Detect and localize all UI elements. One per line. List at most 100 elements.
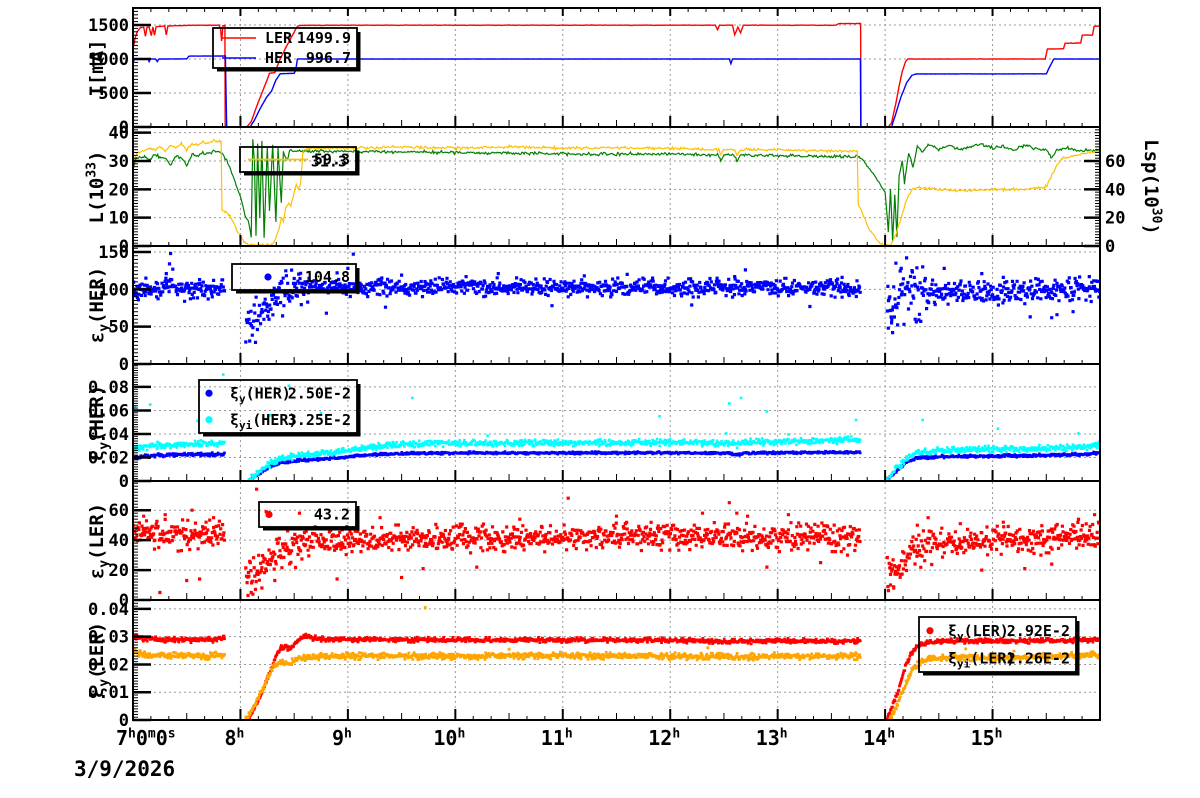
- legend-label: LER: [265, 29, 293, 47]
- gridlines: [134, 128, 1099, 245]
- x-tick-label: 12h: [648, 726, 681, 750]
- y-tick-label: 150: [98, 243, 129, 263]
- y-tick-label-right: 0: [1105, 237, 1115, 257]
- y-tick-label: 0.02: [88, 655, 129, 675]
- panel-emittance-her: 0 50 100 150 104.8: [98, 243, 1101, 375]
- legend-value: 996.7: [306, 49, 351, 67]
- y-tick-labels: 0 500 1000 1500: [88, 16, 129, 138]
- x-tick-label: 9h: [331, 726, 352, 750]
- x-ticks: [132, 470, 1101, 481]
- y-tick-label: 0.08: [88, 378, 129, 398]
- legend-value: 2.92E-2: [1007, 622, 1070, 640]
- legend-shadow: [236, 268, 360, 294]
- y-tick-label: 500: [98, 84, 129, 104]
- y-tick-label: 100: [98, 280, 129, 300]
- panel-beambeam-her: 0 0.02 0.04 0.06 0.08 ξy(HER)2.50E-2ξyi(HER)3…: [88, 363, 1101, 492]
- legend-box: [239, 146, 357, 173]
- y-tick-label: 0.04: [88, 425, 129, 445]
- legend-beambeam-her: ξy(HER)2.50E-2 ξyi(HER)3.25E-2: [198, 379, 361, 437]
- y-ticks: [133, 600, 151, 722]
- y-ticks: [133, 365, 151, 483]
- y-tick-labels: 0 50 100 150: [98, 243, 129, 375]
- y-tick-label: 0.01: [88, 683, 129, 703]
- y-tick-labels: 0 0.02 0.04 0.06 0.08: [88, 378, 129, 492]
- y-tick-label: 30: [109, 152, 129, 172]
- x-tick-label: 14h: [863, 726, 896, 750]
- series-ey-ler: [134, 487, 1099, 598]
- y-tick-label: 50: [109, 318, 129, 338]
- series-layer: [134, 22, 1099, 126]
- legend-value: 2.26E-2: [1007, 649, 1070, 667]
- legend-emittance-her: 104.8: [231, 263, 360, 294]
- y-tick-label: 20: [109, 180, 129, 200]
- legend-beambeam-ler: ξy(LER)2.92E-2 ξyi(LER)2.26E-2: [918, 616, 1080, 676]
- y-ticks-right: [1084, 126, 1100, 248]
- x-tick-label: 11h: [540, 726, 573, 750]
- legend-marker: [926, 654, 934, 662]
- y-axis-title-emittance-ler: εy(LER): [86, 502, 112, 579]
- y-axis-title-beambeam-her: ξy(HER): [86, 384, 112, 461]
- gridlines: [134, 9, 1099, 126]
- y-tick-label: 1500: [88, 16, 129, 36]
- x-ticks: [132, 709, 1101, 720]
- legend-value: 43.2: [314, 506, 350, 524]
- y-tick-label: 0: [119, 118, 129, 138]
- y-tick-label: 60: [109, 501, 129, 521]
- legend-label: ξyi(HER): [230, 411, 297, 432]
- series-Lsp: [134, 139, 1099, 245]
- y-tick-label: 0: [119, 472, 129, 492]
- legend-value: 1499.9: [297, 29, 351, 47]
- x-tick-label: 15h: [970, 726, 1003, 750]
- y-tick-labels: 0 10 20 30 40: [109, 124, 129, 257]
- legend-value: 104.8: [305, 268, 350, 286]
- series-layer: [134, 373, 1099, 480]
- legend-box: [212, 27, 358, 69]
- y-tick-labels: 0 0.01 0.02 0.03 0.04: [88, 600, 129, 731]
- legend-marker: [205, 389, 213, 397]
- legend-luminosity: 31.359.3: [239, 146, 360, 176]
- legend-emittance-ler: 43.2: [258, 501, 360, 531]
- legend-box: [231, 263, 357, 291]
- y-axis-title-beam-current: I[mA]: [86, 38, 108, 97]
- legend-shadow: [217, 32, 361, 72]
- y-ticks: [133, 7, 151, 129]
- y-tick-label-right: 20: [1105, 209, 1125, 229]
- x-tick-label: 10h: [433, 726, 466, 750]
- series-L: [134, 139, 1099, 242]
- x-ticks: [132, 353, 1101, 364]
- x-tick-label: 7h0m0s: [116, 726, 176, 750]
- legend-marker: [265, 510, 273, 519]
- y-ticks: [133, 482, 151, 602]
- series-ey-her: [134, 251, 1099, 344]
- y-tick-label: 10: [109, 209, 129, 229]
- y-axis-title-emittance-her: εy(HER): [86, 266, 112, 344]
- series-layer: [134, 251, 1099, 344]
- legend-marker: [264, 273, 272, 281]
- legend-shadow: [263, 506, 360, 531]
- x-tick-label: 13h: [755, 726, 788, 750]
- legend-marker: [205, 416, 213, 424]
- y-axis-title-right-luminosity: Lsp(1030): [1140, 138, 1164, 235]
- legend-shadow: [203, 384, 361, 437]
- legend-value: 3.25E-2: [288, 411, 351, 429]
- legend-label: ξyi(LER): [948, 649, 1015, 670]
- series-layer: [134, 139, 1099, 245]
- y-tick-label: 40: [109, 124, 129, 144]
- legend-value: 59.3: [314, 151, 350, 169]
- y-tick-label: 0: [119, 237, 129, 257]
- y-tick-label-right: 60: [1105, 152, 1125, 172]
- y-tick-labels: 0 20 40 60: [109, 501, 129, 611]
- x-tick-label: 8h: [224, 726, 245, 750]
- legend-shadow: [244, 151, 360, 176]
- y-tick-label: 0.06: [88, 401, 129, 421]
- y-tick-label: 0: [119, 591, 129, 611]
- y-tick-label: 1000: [88, 50, 129, 70]
- y-axis-title-beambeam-ler: ξy(LER): [86, 621, 112, 699]
- legend-label: ξy(LER): [948, 622, 1009, 643]
- y-tick-label: 0.04: [88, 600, 129, 620]
- y-tick-label: 0.02: [88, 448, 129, 468]
- panel-frame: [132, 126, 1101, 247]
